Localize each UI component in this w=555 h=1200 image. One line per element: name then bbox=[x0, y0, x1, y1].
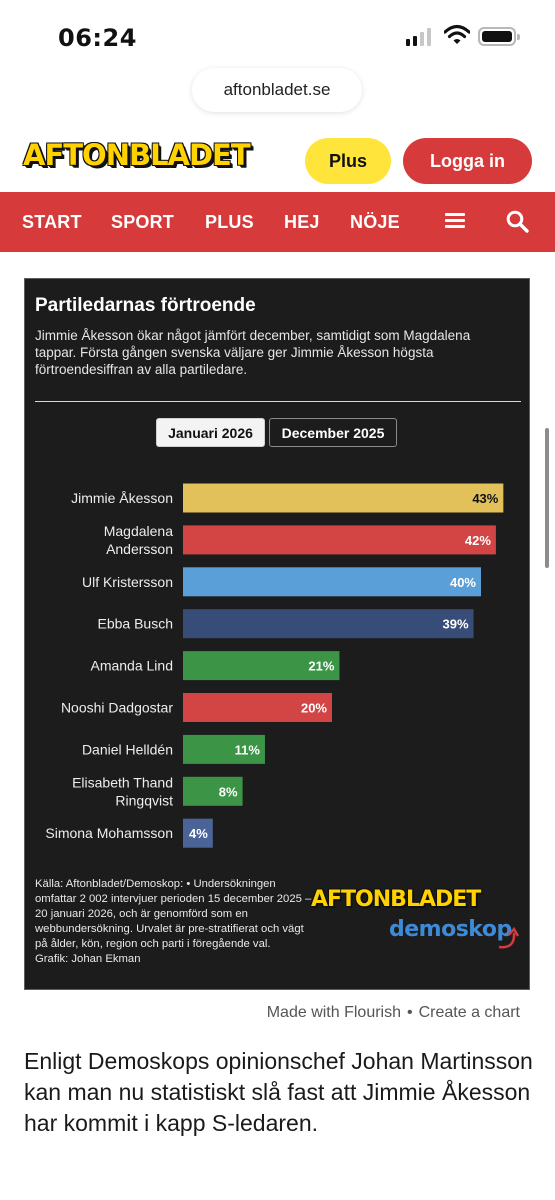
bar-value-label: 4% bbox=[189, 826, 208, 841]
chart-card: Partiledarnas förtroende Jimmie Åkesson … bbox=[24, 278, 530, 990]
cellular-signal-icon bbox=[406, 28, 432, 46]
scrollbar[interactable] bbox=[545, 428, 549, 568]
chart-credit: Grafik: Johan Ekman bbox=[35, 953, 141, 965]
wifi-icon bbox=[444, 24, 470, 44]
nav-item-hej[interactable]: HEJ bbox=[284, 212, 320, 232]
bar[interactable] bbox=[183, 693, 332, 722]
bar-value-label: 39% bbox=[443, 617, 469, 632]
bar-value-label: 40% bbox=[450, 575, 476, 590]
category-label: Ebba Busch bbox=[98, 616, 174, 632]
bar[interactable] bbox=[183, 525, 496, 555]
address-bar-url: aftonbladet.se bbox=[223, 80, 331, 99]
main-nav: START SPORT PLUS HEJ NÖJE bbox=[0, 192, 555, 252]
address-bar[interactable]: aftonbladet.se bbox=[192, 68, 362, 112]
demoskop-arrow-icon bbox=[498, 926, 520, 949]
nav-item-plus[interactable]: PLUS bbox=[205, 212, 254, 232]
create-chart-link[interactable]: Create a chart bbox=[418, 1004, 520, 1021]
nav-item-start[interactable]: START bbox=[22, 212, 82, 232]
category-label: Simona Mohamsson bbox=[45, 825, 173, 841]
category-label: Magdalena Andersson bbox=[104, 523, 173, 557]
tab-december-2025[interactable]: December 2025 bbox=[269, 418, 397, 447]
tab-januari-2026[interactable]: Januari 2026 bbox=[156, 418, 265, 447]
bar-value-label: 11% bbox=[235, 742, 261, 757]
bar[interactable] bbox=[183, 567, 481, 597]
demoskop-logo-wordmark: AFTONBLADET bbox=[311, 887, 481, 912]
hamburger-menu-icon[interactable] bbox=[445, 213, 465, 229]
article-paragraph: Enligt Demoskops opinionschef Johan Mart… bbox=[24, 1048, 533, 1136]
made-with-flourish-link[interactable]: Made with Flourish bbox=[266, 1004, 401, 1021]
bar-value-label: 8% bbox=[219, 784, 238, 799]
demoskop-logo: AFTONBLADET demoskop bbox=[311, 887, 521, 967]
bar[interactable] bbox=[183, 818, 213, 848]
chart-divider bbox=[35, 401, 521, 402]
bar-value-label: 21% bbox=[308, 659, 334, 674]
battery-icon bbox=[478, 27, 520, 46]
status-time: 06:24 bbox=[58, 24, 137, 52]
category-label: Amanda Lind bbox=[90, 658, 173, 674]
demoskop-logo-sub: demoskop bbox=[389, 917, 512, 942]
bar[interactable] bbox=[183, 483, 504, 513]
bar[interactable] bbox=[183, 609, 474, 639]
bar[interactable] bbox=[183, 734, 265, 764]
bar-chart: 43% Jimmie Åkesson 42% Magdalena Andersson 40… bbox=[45, 483, 504, 848]
nav-item-sport[interactable]: SPORT bbox=[111, 212, 175, 232]
chart-title: Partiledarnas förtroende bbox=[35, 295, 256, 316]
chart-subtitle: Jimmie Åkesson ökar något jämfört decemb… bbox=[35, 328, 471, 377]
flourish-footer: Made with Flourish • Create a chart bbox=[266, 1004, 520, 1021]
bar-value-label: 42% bbox=[465, 533, 491, 548]
plus-button[interactable]: Plus bbox=[305, 138, 391, 184]
bar[interactable] bbox=[183, 651, 340, 681]
category-label: Daniel Helldén bbox=[82, 741, 173, 757]
site-logo[interactable]: AFTONBLADET bbox=[23, 138, 251, 172]
chart-source-text: Källa: Aftonbladet/Demoskop: • Undersökn… bbox=[35, 878, 312, 950]
bar-value-label: 43% bbox=[472, 491, 498, 506]
search-icon[interactable] bbox=[506, 210, 529, 233]
category-label: Jimmie Åkesson bbox=[71, 490, 173, 506]
nav-item-noje[interactable]: NÖJE bbox=[350, 212, 400, 232]
bar[interactable] bbox=[183, 776, 243, 806]
bar-value-label: 20% bbox=[301, 701, 327, 716]
category-label: Ulf Kristersson bbox=[82, 574, 173, 590]
category-label: Elisabeth Thand Ringqvist bbox=[72, 774, 173, 808]
category-label: Nooshi Dadgostar bbox=[61, 700, 173, 716]
chart-source: Källa: Aftonbladet/Demoskop: • Undersökn… bbox=[35, 877, 313, 967]
login-button[interactable]: Logga in bbox=[403, 138, 532, 184]
status-bar: 06:24 bbox=[0, 0, 555, 62]
